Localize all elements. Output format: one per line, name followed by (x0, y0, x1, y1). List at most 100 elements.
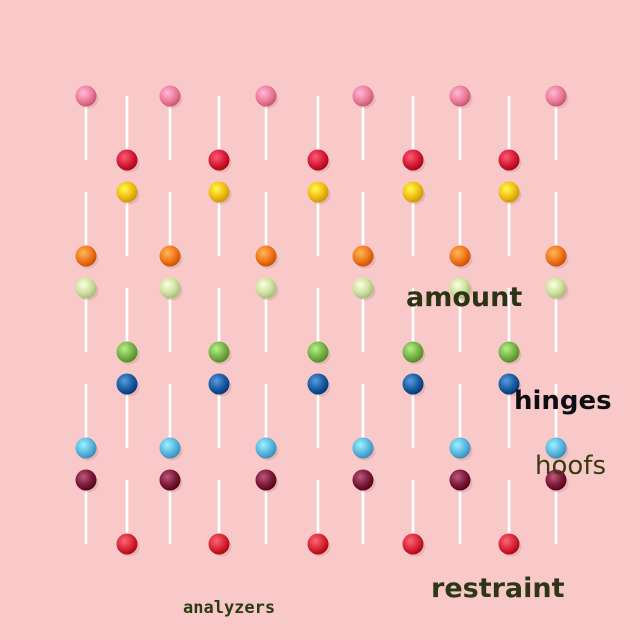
lollipop (545, 192, 569, 269)
lollipop-stick (411, 96, 415, 160)
lollipop-candy (352, 469, 374, 491)
lollipop-candy (75, 469, 97, 491)
lollipop-candy (545, 469, 567, 491)
lollipop (498, 96, 522, 173)
lollipop-candy (116, 181, 138, 203)
lollipop (208, 288, 232, 365)
lollipop-candy (498, 373, 520, 395)
lollipop-candy (402, 181, 424, 203)
lollipop (159, 469, 183, 544)
lollipop (75, 469, 99, 544)
lollipop-stick (84, 384, 88, 448)
lollipop-candy (498, 341, 520, 363)
lollipop-candy (116, 533, 138, 555)
lollipop-candy (159, 469, 181, 491)
lollipop (402, 96, 426, 173)
lollipop-stick (168, 96, 172, 160)
lollipop-candy (208, 533, 230, 555)
lollipop (116, 181, 140, 256)
lollipop-stick (217, 192, 221, 256)
lollipop (449, 384, 473, 461)
lollipop (208, 373, 232, 448)
lollipop-candy (116, 149, 138, 171)
lollipop (159, 384, 183, 461)
lollipop-candy (498, 181, 520, 203)
lollipop (75, 277, 99, 352)
lollipop (498, 181, 522, 256)
lollipop-stick (554, 480, 558, 544)
lollipop-stick (168, 384, 172, 448)
lollipop-candy (159, 437, 181, 459)
lollipop-stick (361, 480, 365, 544)
lollipop-candy (352, 437, 374, 459)
lollipop-stick (168, 192, 172, 256)
lollipop-stick (361, 192, 365, 256)
lollipop-stick (316, 192, 320, 256)
lollipop-stick (264, 480, 268, 544)
lollipop-stick (458, 288, 462, 352)
lollipop-candy (159, 277, 181, 299)
lollipop-stick (554, 288, 558, 352)
lollipop-candy (255, 85, 277, 107)
lollipop-candy (498, 533, 520, 555)
lollipop-stick (168, 288, 172, 352)
lollipop-candy (449, 469, 471, 491)
lollipop-candy (307, 373, 329, 395)
lollipop (352, 469, 376, 544)
lollipop-candy (352, 245, 374, 267)
lollipop-candy (116, 373, 138, 395)
lollipop-candy (307, 181, 329, 203)
lollipop-candy (402, 341, 424, 363)
lollipop-candy (255, 277, 277, 299)
lollipop (116, 373, 140, 448)
lollipop-stick (125, 96, 129, 160)
lollipop-candy (402, 533, 424, 555)
lollipop-stick (316, 480, 320, 544)
lollipop-candy (255, 245, 277, 267)
lollipop-stick (361, 96, 365, 160)
lollipop-stick (217, 384, 221, 448)
lollipop-stick (554, 192, 558, 256)
lollipop-stick (411, 288, 415, 352)
lollipop-stick (507, 288, 511, 352)
lollipop (498, 480, 522, 557)
lollipop-stick (168, 480, 172, 544)
lollipop-candy (545, 245, 567, 267)
lollipop-stick (125, 288, 129, 352)
lollipop (449, 85, 473, 160)
lollipop (116, 480, 140, 557)
lollipop-stick (458, 96, 462, 160)
lollipop-stick (458, 480, 462, 544)
lollipop-stick (264, 288, 268, 352)
lollipop-candy (208, 341, 230, 363)
lollipop (449, 192, 473, 269)
lollipop-stick (361, 384, 365, 448)
lollipop-candy (116, 341, 138, 363)
lollipop-stick (264, 96, 268, 160)
lollipop (545, 469, 569, 544)
lollipop-stick (84, 480, 88, 544)
overlay-word-hinges: hinges (514, 386, 612, 416)
lollipop (498, 288, 522, 365)
lollipop-candy (159, 85, 181, 107)
lollipop-candy (545, 437, 567, 459)
lollipop (352, 192, 376, 269)
lollipop (402, 288, 426, 365)
lollipop-candy (307, 149, 329, 171)
lollipop (255, 192, 279, 269)
lollipop-candy (352, 277, 374, 299)
lollipop-stick (84, 96, 88, 160)
lollipop (545, 384, 569, 461)
lollipop-candy (352, 85, 374, 107)
lollipop-candy (75, 85, 97, 107)
lollipop (307, 373, 331, 448)
lollipop (449, 469, 473, 544)
lollipop-candy (255, 437, 277, 459)
lollipop-candy (208, 149, 230, 171)
lollipop-candy (402, 373, 424, 395)
lollipop (402, 480, 426, 557)
lollipop-candy (449, 437, 471, 459)
lollipop-candy (545, 277, 567, 299)
lollipop-candy (75, 277, 97, 299)
